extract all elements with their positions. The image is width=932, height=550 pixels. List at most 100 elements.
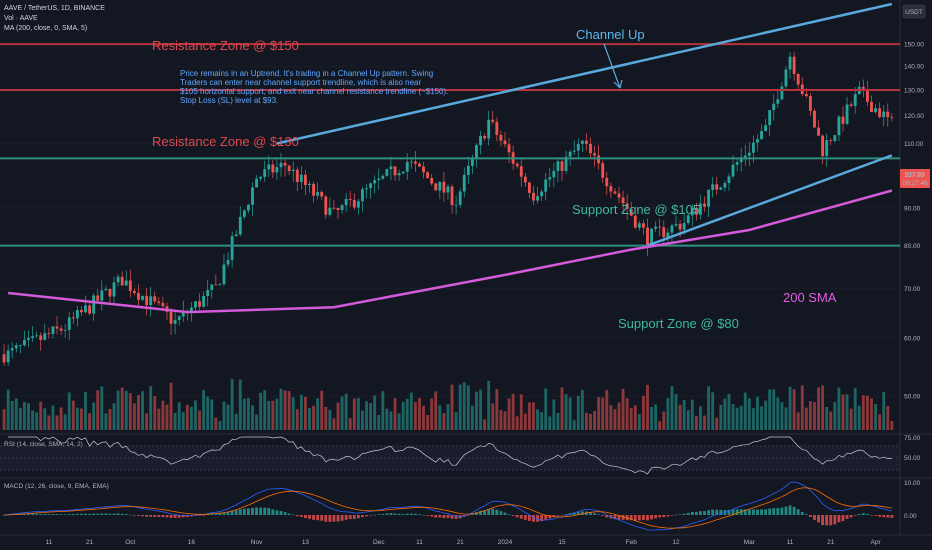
time-tick-label: 21	[827, 539, 835, 546]
volume-bar	[454, 412, 458, 430]
candle-body	[650, 228, 654, 246]
candle-body	[642, 223, 645, 228]
macd-histogram-bar	[173, 515, 177, 519]
annotation-200-sma: 200 SMA	[783, 290, 837, 305]
candle-body	[214, 284, 218, 286]
macd-histogram-bar	[731, 509, 735, 515]
volume-bar	[780, 402, 784, 430]
macd-histogram-bar	[242, 508, 246, 515]
candle-body	[466, 165, 470, 175]
volume-bar	[255, 414, 258, 430]
candle-body	[23, 339, 26, 346]
volume-bar	[47, 415, 51, 430]
volume-bar	[743, 392, 747, 430]
candle-body	[564, 156, 568, 171]
macd-histogram-bar	[556, 515, 560, 516]
macd-histogram-bar	[418, 514, 421, 515]
macd-line	[4, 481, 892, 531]
volume-bar	[267, 400, 271, 430]
macd-histogram-bar	[601, 515, 605, 516]
macd-histogram-bar	[251, 507, 254, 515]
price-axis: USDT 117.23 09:27:46 75.00 50.00 10.00 0…	[900, 4, 930, 520]
annotations: Resistance Zone @ $150 Resistance Zone @…	[152, 27, 837, 331]
volume-bar	[637, 414, 641, 430]
candle-body	[405, 162, 409, 172]
candle-body	[194, 301, 197, 308]
macd-histogram-bar	[271, 509, 275, 515]
price-tick-label: 80.00	[904, 243, 921, 250]
macd-histogram-bar	[747, 509, 751, 515]
volume-bar	[75, 407, 79, 430]
time-tick-label: Mar	[744, 539, 756, 546]
volume-bar	[202, 389, 206, 430]
macd-histogram-bar	[658, 515, 662, 518]
candle-body	[149, 296, 153, 306]
macd-histogram-bar	[666, 515, 670, 517]
macd-histogram-bar	[246, 508, 250, 515]
candle-body	[299, 174, 303, 182]
volume-bar	[458, 384, 462, 430]
volume-bar	[336, 402, 340, 430]
candle-body	[43, 333, 47, 340]
macd-histogram-bar	[2, 515, 6, 516]
macd-histogram-bar	[483, 510, 487, 515]
candle-body	[104, 288, 108, 291]
macd-histogram-bar	[27, 513, 30, 515]
candle-body	[621, 197, 625, 204]
macd-tick-0: 0.00	[904, 513, 917, 520]
volume-bar	[181, 411, 185, 430]
macd-histogram-bar	[365, 515, 368, 517]
volume-bar	[589, 413, 592, 430]
volume-bar	[132, 403, 136, 430]
volume-bar	[283, 390, 287, 430]
volume-bar	[568, 397, 572, 430]
annotation-channel-up: Channel Up	[576, 27, 645, 42]
candle-body	[495, 121, 499, 135]
currency-badge[interactable]	[902, 4, 926, 19]
volume-bar	[825, 407, 829, 430]
candle-body	[222, 264, 226, 285]
volume-bar	[230, 378, 234, 430]
candle-body	[344, 198, 348, 206]
macd-histogram-bar	[185, 515, 189, 518]
candle-body	[475, 145, 478, 158]
volume-bar	[552, 399, 556, 430]
volume-bar	[515, 416, 519, 430]
candle-body	[772, 103, 776, 111]
candle-body	[385, 169, 389, 176]
candle-body	[422, 166, 425, 173]
volume-bar	[556, 412, 560, 430]
macd-histogram-bar	[743, 509, 747, 515]
volume-bar	[735, 407, 739, 430]
macd-histogram-bar	[279, 511, 283, 515]
volume-bar	[715, 417, 719, 430]
macd-histogram-bar	[43, 513, 47, 515]
candle-body	[271, 164, 275, 173]
candle-body	[625, 203, 629, 209]
candle-body	[727, 176, 731, 183]
candle-body	[418, 163, 421, 167]
volume-bar	[206, 396, 210, 430]
macd-histogram-bar	[92, 513, 96, 515]
volume-bar	[629, 407, 633, 430]
volume-bar	[51, 405, 55, 430]
candle-body	[18, 345, 22, 347]
candle-body	[181, 311, 185, 317]
macd-histogram-bar	[63, 514, 67, 516]
rsi-line	[8, 436, 892, 475]
time-tick-label: 11	[45, 539, 52, 546]
volume-bar	[165, 404, 169, 430]
volume-bar	[108, 408, 112, 430]
candle-body	[108, 288, 112, 297]
volume-bar	[332, 418, 336, 430]
macd-histogram-bar	[275, 510, 279, 515]
time-tick-label: 21	[86, 539, 94, 546]
volume-bar	[527, 402, 531, 430]
volume-bar	[328, 409, 332, 430]
candle-body	[210, 284, 214, 291]
volume-bar	[194, 400, 197, 430]
macd-histogram-bar	[47, 514, 51, 515]
volume-bar	[393, 398, 397, 430]
volume-bar	[59, 407, 63, 430]
